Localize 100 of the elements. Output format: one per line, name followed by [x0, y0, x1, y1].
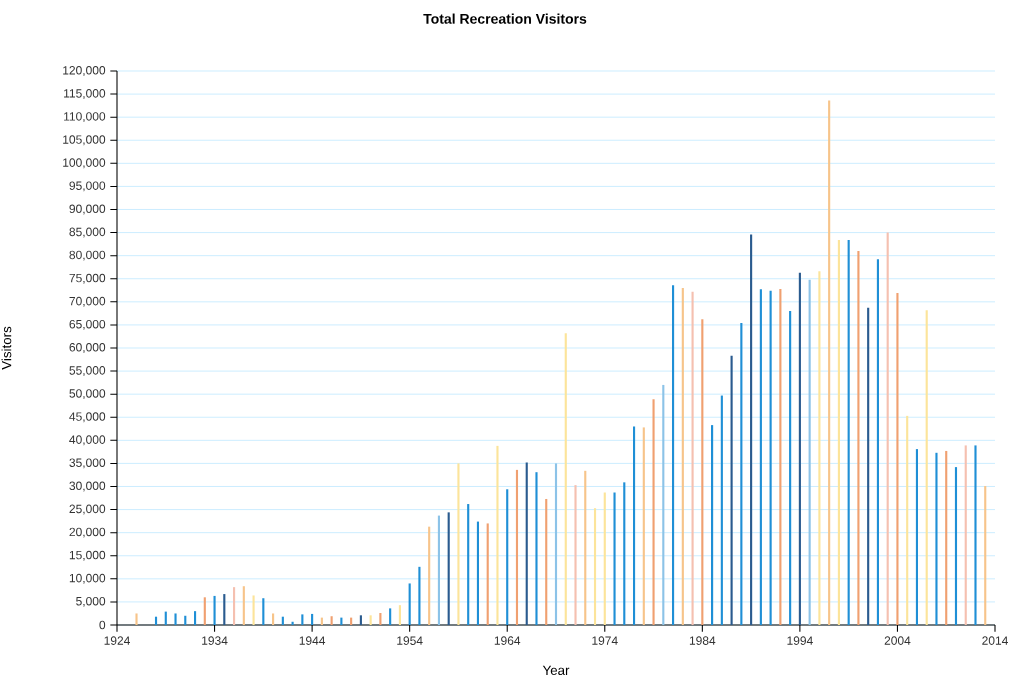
bar	[184, 615, 187, 625]
y-tick-label: 80,000	[69, 250, 106, 261]
x-tick-label: 1964	[494, 636, 521, 645]
bar	[467, 504, 470, 625]
bar	[642, 427, 645, 625]
y-tick-label: 50,000	[69, 389, 106, 400]
bar	[740, 323, 743, 625]
bar	[720, 395, 723, 625]
bar	[408, 583, 411, 625]
bar	[632, 426, 636, 625]
bar	[213, 595, 216, 625]
x-tick-label: 1984	[689, 636, 716, 645]
y-tick-label: 15,000	[69, 550, 106, 561]
bar	[759, 289, 762, 625]
y-tick-label: 20,000	[69, 527, 106, 538]
bar	[428, 526, 431, 625]
y-tick-label: 110,000	[64, 112, 106, 123]
bar	[252, 595, 255, 625]
bar	[535, 472, 538, 625]
bar	[818, 271, 821, 625]
bar	[867, 307, 870, 625]
bar	[193, 611, 197, 625]
y-tick-label: 100,000	[63, 158, 106, 169]
bar	[828, 100, 831, 625]
x-tick-label: 1944	[299, 636, 326, 645]
bar	[447, 512, 450, 625]
y-tick-label: 65,000	[69, 319, 106, 330]
bar	[135, 613, 138, 625]
x-tick-label: 1994	[787, 636, 813, 645]
bar	[789, 311, 792, 625]
y-tick-label: 120,000	[63, 66, 106, 76]
bar	[945, 450, 948, 625]
y-tick-label: 5,000	[76, 596, 106, 607]
bar	[779, 288, 782, 625]
y-tick-label: 25,000	[69, 504, 106, 515]
y-tick-label: 105,000	[63, 135, 106, 146]
bar	[262, 598, 265, 625]
bar	[233, 587, 236, 625]
y-tick-label: 30,000	[69, 481, 106, 492]
y-axis-title: Visitors	[1, 326, 12, 370]
bar	[847, 239, 850, 625]
bar	[398, 605, 401, 625]
bar	[808, 279, 811, 625]
x-axis-title: Year	[542, 665, 570, 676]
bar	[506, 489, 509, 625]
bar	[564, 333, 567, 625]
bar	[681, 287, 684, 625]
bar	[174, 613, 177, 625]
bar	[652, 399, 655, 625]
bar	[603, 492, 606, 625]
bar	[223, 594, 226, 625]
y-tick-label: 60,000	[69, 343, 106, 353]
y-tick-label: 85,000	[69, 227, 106, 238]
x-tick-label: 1954	[397, 636, 423, 645]
y-tick-label: 10,000	[69, 573, 106, 584]
y-tick-label: 55,000	[69, 366, 106, 377]
bar	[203, 597, 206, 625]
bar	[554, 463, 558, 625]
bar	[906, 415, 909, 625]
bar	[242, 586, 245, 625]
bar	[876, 259, 879, 625]
bar	[311, 613, 314, 625]
bar	[525, 462, 528, 625]
bar	[886, 232, 889, 625]
bar	[486, 523, 489, 625]
bar	[613, 492, 616, 625]
bar	[974, 445, 977, 625]
chart-title: Total Recreation Visitors	[423, 13, 587, 24]
y-tick-label: 115,000	[64, 89, 106, 100]
bar	[964, 445, 967, 625]
y-tick-label: 45,000	[69, 412, 106, 423]
y-tick-label: 95,000	[69, 181, 106, 192]
bar	[750, 234, 753, 625]
bar	[701, 319, 704, 625]
bar	[359, 615, 362, 625]
bar	[164, 611, 167, 625]
x-tick-label: 1934	[202, 636, 228, 645]
bar	[954, 467, 958, 625]
y-tick-label: 40,000	[69, 435, 106, 446]
bar	[476, 521, 480, 625]
bar	[301, 614, 304, 625]
bar	[896, 293, 899, 625]
bar	[389, 608, 392, 625]
bar	[457, 463, 460, 625]
bar	[496, 445, 499, 625]
bar	[574, 485, 577, 625]
bar	[515, 469, 519, 625]
bar	[984, 486, 987, 625]
bar	[593, 508, 597, 625]
y-tick-label: 75,000	[69, 273, 106, 284]
y-tick-label: 0	[99, 620, 106, 630]
bar	[837, 239, 840, 625]
bar	[857, 251, 860, 625]
bar	[584, 470, 587, 625]
bar	[369, 615, 372, 625]
bar	[798, 272, 801, 625]
y-tick-label: 35,000	[69, 458, 106, 469]
x-tick-label: 2014	[982, 636, 1008, 645]
bar	[711, 425, 714, 625]
bar	[379, 613, 382, 625]
